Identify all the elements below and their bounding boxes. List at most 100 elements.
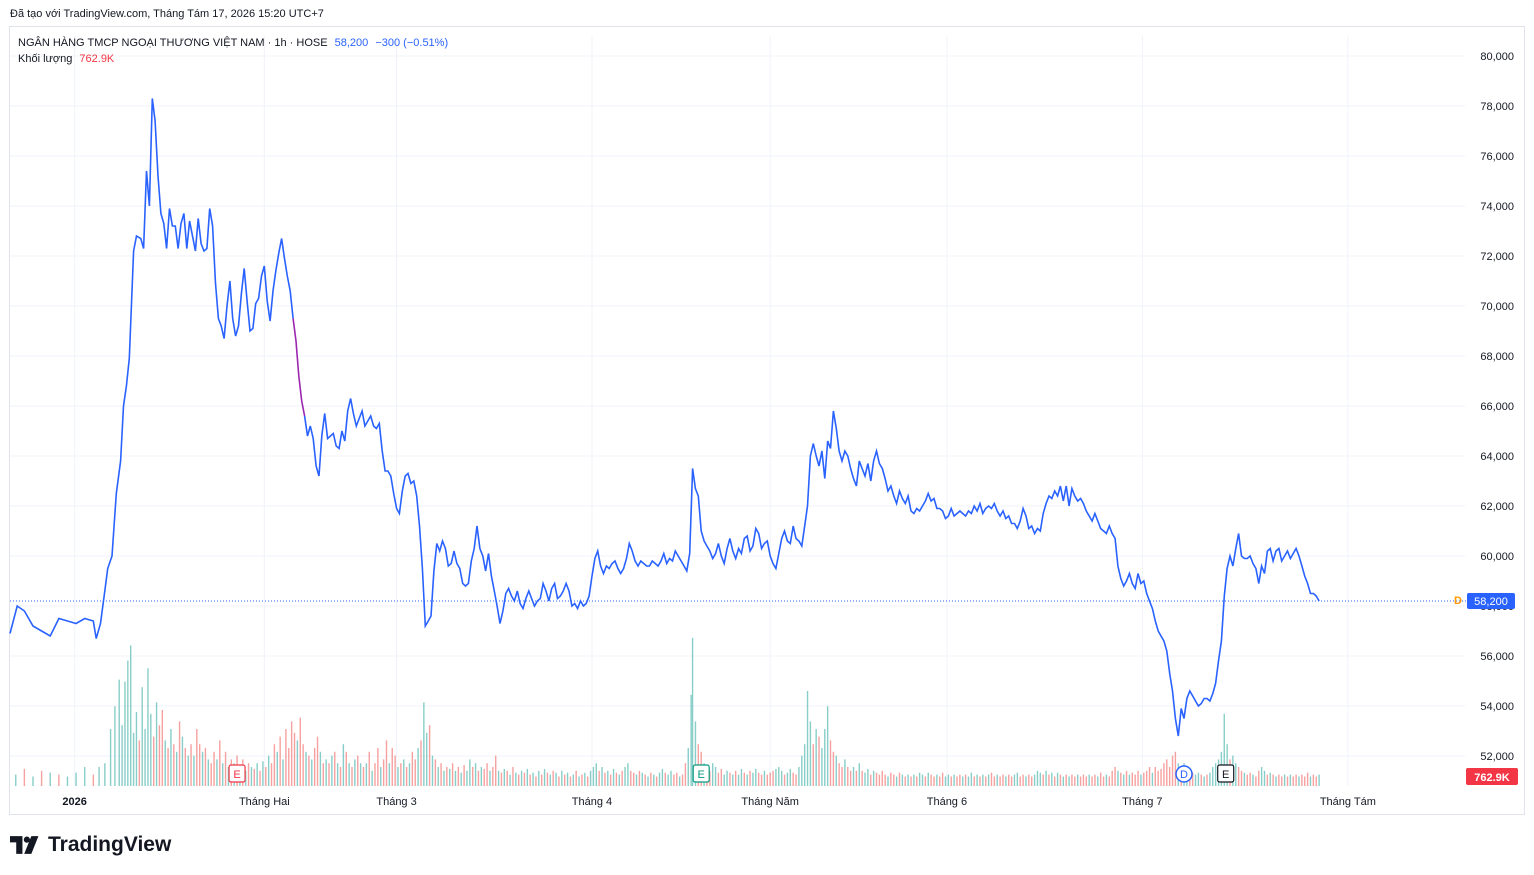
volume-bar — [904, 776, 906, 786]
volume-bar — [428, 725, 431, 786]
volume-bar — [325, 759, 327, 786]
volume-bar — [1171, 755, 1174, 786]
volume-bar — [844, 759, 846, 786]
volume-bar — [1045, 770, 1047, 786]
volume-bar — [632, 772, 635, 786]
dividend-marker[interactable]: D — [1175, 765, 1193, 783]
volume-bar — [1145, 770, 1148, 786]
volume-bar — [198, 744, 201, 786]
x-tick-label: Tháng Tám — [1320, 796, 1376, 808]
volume-bar — [480, 767, 483, 786]
volume-bar — [161, 710, 164, 786]
volume-bar — [1137, 770, 1139, 786]
volume-bar — [193, 755, 195, 786]
volume-bar — [371, 770, 373, 786]
volume-bar — [861, 770, 863, 786]
volume-bar — [1315, 776, 1317, 786]
volume-bar — [572, 774, 575, 786]
volume-bar — [803, 744, 806, 786]
volume-bar — [1168, 767, 1171, 786]
volume-bar — [775, 768, 777, 786]
volume-bar — [987, 774, 990, 786]
volume-bar — [973, 776, 975, 786]
volume-bar — [621, 770, 623, 786]
earnings-marker[interactable]: E — [692, 764, 710, 783]
x-tick-label: Tháng Hai — [239, 796, 290, 808]
volume-bar — [644, 774, 646, 786]
volume-bar — [365, 763, 368, 786]
volume-bar — [313, 748, 316, 786]
volume-bar — [1283, 774, 1286, 786]
volume-bar — [394, 755, 396, 786]
volume-bar — [104, 763, 106, 786]
volume-bar — [604, 772, 606, 786]
y-tick-label: 68,000 — [1480, 351, 1514, 363]
legend-volume-row[interactable]: Khối lượng 762.9K — [18, 51, 448, 67]
x-tick-label: Tháng 4 — [572, 796, 612, 808]
volume-bar — [609, 774, 612, 786]
volume-bar — [918, 772, 921, 786]
volume-bar — [1016, 772, 1019, 786]
volume-bar — [967, 776, 970, 786]
volume-bar — [449, 768, 451, 786]
legend-symbol: NGÂN HÀNG TMCP NGOẠI THƯƠNG VIỆT NAM · 1… — [18, 37, 328, 49]
volume-bar — [1301, 774, 1303, 786]
volume-bar — [213, 751, 215, 786]
tradingview-logo[interactable]: TradingView — [10, 833, 171, 857]
earnings-marker[interactable]: E — [1217, 764, 1235, 783]
volume-bar — [1151, 772, 1154, 786]
dividend-icon[interactable]: D — [1454, 595, 1462, 607]
volume-bar — [630, 770, 632, 786]
volume-bar — [256, 763, 258, 786]
volume-bar — [653, 774, 655, 786]
volume-bar — [1010, 776, 1013, 786]
volume-bar — [1099, 772, 1102, 786]
volume-bar — [276, 751, 278, 786]
volume-bar — [947, 774, 950, 786]
volume-bar — [676, 772, 678, 786]
volume-bar — [109, 729, 112, 786]
volume-bar — [720, 768, 723, 786]
volume-bar — [336, 763, 339, 786]
volume-bar — [75, 772, 77, 786]
volume-bar — [153, 736, 155, 786]
price-line-segment-blue — [9, 98, 1320, 737]
volume-bar — [523, 772, 526, 786]
y-tick-label: 62,000 — [1480, 501, 1514, 513]
volume-bar — [414, 759, 416, 786]
volume-bar — [170, 729, 172, 786]
volume-bar — [734, 770, 737, 786]
volume-bar — [1203, 776, 1205, 786]
last-price-tag-bg — [1467, 593, 1515, 609]
volume-bar — [1134, 774, 1136, 786]
volume-bar — [124, 681, 126, 786]
volume-bar — [939, 776, 941, 786]
volume-bar — [1200, 774, 1202, 786]
volume-bar — [681, 774, 684, 786]
earnings-marker[interactable]: E — [228, 764, 246, 783]
volume-bar — [290, 721, 293, 786]
volume-bar — [921, 774, 924, 786]
volume-bar — [187, 755, 189, 786]
dividend-marker-letter: D — [1454, 595, 1462, 607]
volume-bar — [910, 776, 912, 786]
volume-bar — [824, 729, 826, 786]
volume-bar — [1053, 776, 1056, 786]
volume-bar — [204, 748, 207, 786]
volume-bar — [561, 770, 563, 786]
legend-symbol-row[interactable]: NGÂN HÀNG TMCP NGOẠI THƯƠNG VIỆT NAM · 1… — [18, 35, 448, 51]
volume-bar — [1117, 770, 1119, 786]
volume-bar — [982, 774, 984, 786]
volume-bar — [540, 774, 543, 786]
volume-bar — [618, 774, 620, 786]
volume-bar — [714, 767, 717, 786]
volume-bar — [497, 770, 500, 786]
volume-bar — [250, 767, 253, 786]
volume-bar — [615, 772, 618, 786]
volume-bar — [299, 717, 301, 786]
y-tick-label: 66,000 — [1480, 401, 1514, 413]
x-tick-label: 2026 — [62, 796, 86, 808]
volume-bar — [812, 744, 814, 786]
volume-bar — [1128, 774, 1131, 786]
